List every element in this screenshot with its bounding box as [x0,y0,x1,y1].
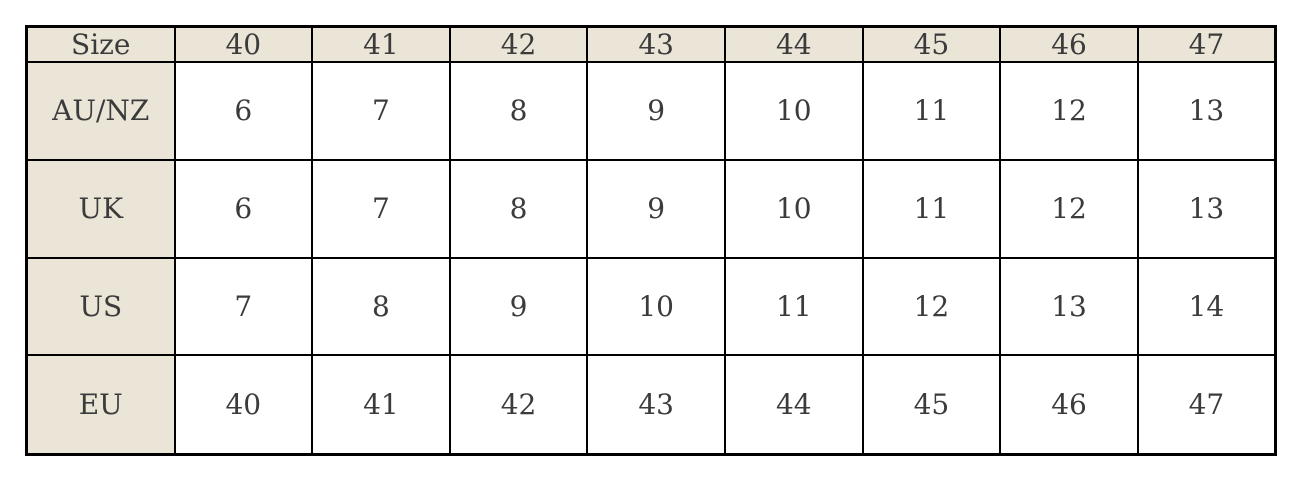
size-value-cell: 9 [586,61,726,161]
size-value-cell: 13 [1136,61,1277,161]
size-value-cell: 41 [311,354,451,456]
size-conversion-table: Size 40 41 42 43 44 45 46 47 AU/NZ 6 7 8 9 10 11 12 13 UK… [25,25,1277,456]
size-value-cell: 8 [448,158,589,259]
size-value-cell: 9 [448,256,589,357]
size-value-cell: 12 [999,158,1139,259]
size-value-cell: 44 [724,354,864,456]
size-value-cell: 11 [861,158,1002,259]
header-cell-eu-size: 42 [448,25,589,63]
row-label: AU/NZ [25,61,176,161]
size-value-cell: 13 [1136,158,1277,259]
header-cell-eu-size: 46 [999,25,1139,63]
header-cell-eu-size: 40 [173,25,314,63]
size-value-cell: 11 [861,61,1002,161]
header-cell-eu-size: 45 [861,25,1002,63]
table-row-us: US 7 8 9 10 11 12 13 14 [25,256,1277,357]
size-value-cell: 10 [724,61,864,161]
size-value-cell: 42 [448,354,589,456]
size-value-cell: 12 [861,256,1002,357]
header-row: Size 40 41 42 43 44 45 46 47 [25,25,1277,63]
size-value-cell: 13 [999,256,1139,357]
header-cell-eu-size: 44 [724,25,864,63]
table-body: AU/NZ 6 7 8 9 10 11 12 13 UK 6 7 8 9 10 11 12 13 US 7 8 9 10 11… [25,61,1277,456]
size-value-cell: 40 [173,354,314,456]
table-row-au-nz: AU/NZ 6 7 8 9 10 11 12 13 [25,61,1277,161]
row-label: EU [25,354,176,456]
header-cell-eu-size: 41 [311,25,451,63]
size-value-cell: 47 [1136,354,1277,456]
size-value-cell: 12 [999,61,1139,161]
size-value-cell: 9 [586,158,726,259]
size-value-cell: 10 [586,256,726,357]
table-row-eu: EU 40 41 42 43 44 45 46 47 [25,354,1277,456]
table-row-uk: UK 6 7 8 9 10 11 12 13 [25,158,1277,259]
size-value-cell: 8 [448,61,589,161]
table-head: Size 40 41 42 43 44 45 46 47 [25,25,1277,63]
size-value-cell: 8 [311,256,451,357]
size-value-cell: 6 [173,61,314,161]
size-value-cell: 11 [724,256,864,357]
size-value-cell: 6 [173,158,314,259]
header-cell-eu-size: 47 [1136,25,1277,63]
header-cell-eu-size: 43 [586,25,726,63]
row-label: UK [25,158,176,259]
row-label: US [25,256,176,357]
size-value-cell: 46 [999,354,1139,456]
size-value-cell: 43 [586,354,726,456]
header-cell-size-label: Size [25,25,176,63]
size-value-cell: 14 [1136,256,1277,357]
size-value-cell: 7 [311,158,451,259]
size-value-cell: 45 [861,354,1002,456]
size-value-cell: 7 [173,256,314,357]
size-value-cell: 7 [311,61,451,161]
size-value-cell: 10 [724,158,864,259]
